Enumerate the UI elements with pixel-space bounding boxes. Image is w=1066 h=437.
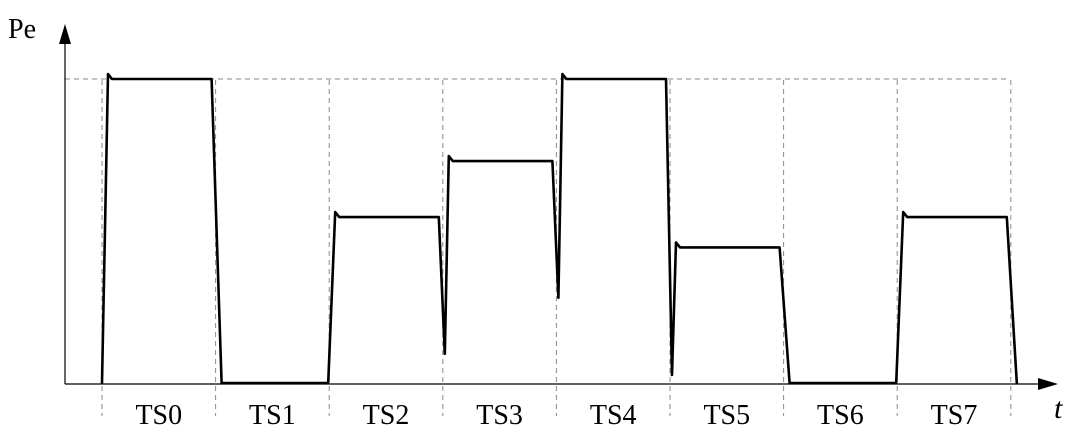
timeslot-label-7: TS7 <box>931 400 978 431</box>
timeslot-labels: TS0 TS1 TS2 TS3 TS4 TS5 TS6 TS7 <box>135 400 977 431</box>
x-axis-arrow-icon <box>1038 378 1058 390</box>
timeslot-label-1: TS1 <box>249 400 296 431</box>
x-axis-label: t <box>1054 392 1063 425</box>
timeslot-label-4: TS4 <box>590 400 637 431</box>
y-axis-label: Pe <box>8 14 36 45</box>
y-axis-arrow-icon <box>59 24 71 44</box>
timeslot-label-6: TS6 <box>817 400 864 431</box>
reference-dashed-lines <box>65 78 1012 416</box>
timeslot-label-5: TS5 <box>703 400 750 431</box>
timeslot-label-0: TS0 <box>135 400 182 431</box>
timeslot-label-3: TS3 <box>476 400 523 431</box>
power-waveform <box>100 72 1019 385</box>
timeslot-label-2: TS2 <box>363 400 410 431</box>
